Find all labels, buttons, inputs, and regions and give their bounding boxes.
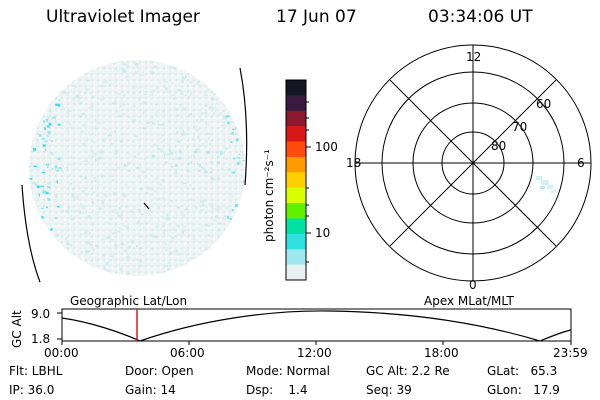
colorbar-segment: [286, 141, 306, 158]
colorbar-unit-label: photon cm⁻²s⁻¹: [262, 149, 276, 242]
colorbar-tick-10: 10: [315, 226, 331, 240]
x-tick-0000: 00:00: [44, 346, 79, 360]
info-ip: IP: 36.0: [9, 383, 55, 397]
lat-label-70: 70: [512, 120, 528, 134]
colorbar-segment: [286, 264, 306, 281]
x-tick-2359: 23:59: [553, 346, 588, 360]
colorbar-segment: [286, 126, 306, 143]
lat-label-80: 80: [491, 139, 507, 153]
polar-grid: [354, 44, 592, 282]
altitude-timeline: [57, 308, 572, 345]
limb-arc-right: [239, 67, 248, 186]
colorbar-segment: [286, 233, 306, 250]
y-tick-1-8: 1.8: [31, 332, 51, 346]
limb-mark: [143, 202, 150, 210]
colorbar-segment: [286, 172, 306, 189]
colorbar-frame: [285, 79, 307, 281]
timeline-y-label: GC Alt: [10, 310, 24, 348]
colorbar-ticks: [306, 101, 311, 263]
x-tick-0600: 06:00: [170, 346, 205, 360]
colorbar-segment: [286, 249, 306, 266]
y-tick-9: 9.0: [31, 307, 51, 321]
colorbar-segment: [286, 80, 306, 96]
colorbar-segment: [286, 110, 306, 127]
colorbar-segment: [286, 95, 306, 112]
mlt-label-6: 6: [577, 156, 585, 170]
info-flt: Flt: LBHL: [9, 364, 63, 378]
info-seq: Seq: 39: [366, 383, 412, 397]
disk-emission-texture: [29, 61, 245, 276]
limb-arc-left: [21, 184, 41, 283]
instrument-title: Ultraviolet Imager: [46, 7, 200, 27]
info-gain: Gain: 14: [125, 383, 176, 397]
colorbar-segment: [286, 187, 306, 204]
x-tick-1800: 18:00: [424, 346, 459, 360]
colorbar-segment: [286, 203, 306, 219]
info-glat: GLat: 65.3: [487, 364, 558, 378]
colorbar-segment: [286, 218, 306, 235]
x-tick-1200: 12:00: [297, 346, 332, 360]
timeline-right-label: Apex MLat/MLT: [424, 294, 514, 308]
colorbar-tick-100: 100: [315, 140, 338, 154]
info-mode: Mode: Normal: [246, 364, 330, 378]
uv-image-disk: [29, 60, 245, 276]
colorbar-segment: [286, 156, 306, 173]
colorbar: [286, 80, 306, 281]
mlt-label-0: 0: [469, 278, 477, 292]
polar-emission-patch: [536, 176, 556, 193]
timeline-left-label: Geographic Lat/Lon: [70, 294, 188, 308]
info-door: Door: Open: [125, 364, 194, 378]
info-glon: GLon: 17.9: [487, 383, 560, 397]
altitude-curve: [61, 310, 572, 342]
info-gc-alt: GC Alt: 2.2 Re: [366, 364, 450, 378]
mlt-label-12: 12: [466, 50, 482, 64]
time-label: 03:34:06 UT: [428, 7, 533, 27]
lat-label-60: 60: [536, 97, 552, 111]
info-dsp: Dsp: 1.4: [246, 383, 308, 397]
date-label: 17 Jun 07: [276, 7, 357, 27]
mlt-label-18: 18: [346, 156, 362, 170]
